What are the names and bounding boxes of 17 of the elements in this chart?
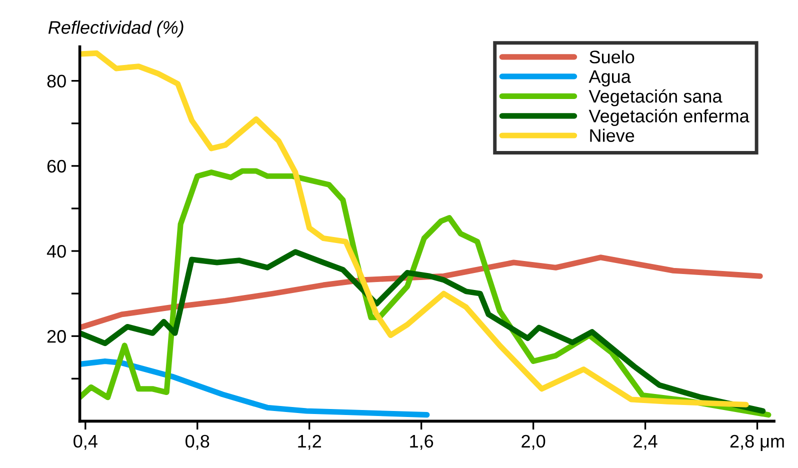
y-tick-label: 20	[47, 330, 66, 343]
x-tick-label: 2,4	[634, 434, 658, 450]
y-tick-label: 80	[47, 74, 66, 88]
x-tick-label: 1,2	[298, 434, 321, 450]
x-tick-label: 2,0	[522, 434, 546, 450]
y-tick-label: 40	[46, 244, 66, 258]
legend-label: Agua	[588, 70, 631, 87]
y-tick-label: 60	[47, 160, 66, 173]
legend-label: Suelo	[590, 50, 634, 64]
x-tick-label: 1,6	[410, 434, 434, 450]
legend-label: Vegetación sana	[588, 89, 722, 106]
legend-label: Vegetación enferma	[588, 108, 750, 126]
x-tick-label: 0,4	[74, 434, 98, 450]
x-tick-label: 0,8	[186, 434, 210, 450]
y-axis-title: Reflectividad (%)	[48, 20, 184, 38]
legend-label: Nieve	[590, 128, 634, 142]
x-tick-label: 2,8 μm	[730, 434, 784, 451]
